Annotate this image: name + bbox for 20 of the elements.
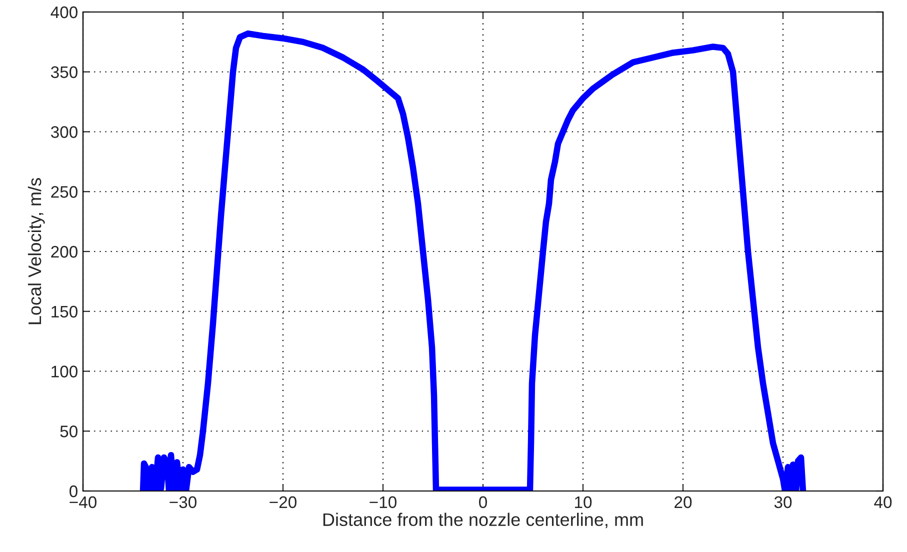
y-tick-label: 50 — [60, 426, 78, 438]
x-tick-label: −40 — [70, 496, 96, 508]
y-tick-label: 250 — [51, 186, 78, 198]
y-axis-title: Local Velocity, m/s — [28, 178, 45, 324]
x-tick-label: 0 — [479, 496, 487, 508]
x-tick-label: −10 — [370, 496, 396, 508]
x-tick-label: 40 — [874, 496, 892, 508]
x-tick-label: −20 — [270, 496, 296, 508]
y-tick-label: 0 — [70, 485, 78, 498]
x-tick-label: 30 — [774, 496, 792, 508]
y-tick-label: 150 — [52, 306, 78, 318]
y-tick-label: 350 — [50, 66, 78, 78]
x-tick-label: 10 — [575, 496, 592, 508]
y-tick-label: 100 — [52, 366, 78, 378]
x-axis-title: Distance from the nozzle centerline, mm — [323, 512, 643, 528]
y-tick-label: 400 — [50, 6, 78, 18]
x-tick-label: 20 — [674, 496, 692, 508]
y-tick-label: 200 — [51, 246, 78, 258]
y-tick-label: 300 — [50, 126, 78, 138]
x-tick-label: −30 — [170, 496, 196, 508]
